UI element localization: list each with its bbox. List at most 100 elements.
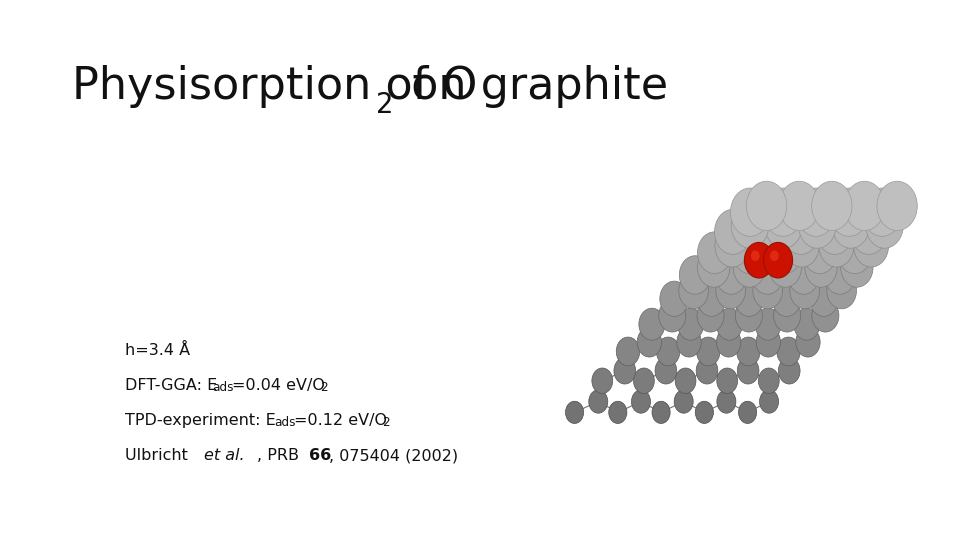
Text: on graphite: on graphite [397, 65, 668, 108]
Circle shape [616, 337, 639, 366]
Circle shape [779, 357, 800, 384]
Circle shape [744, 242, 774, 278]
Circle shape [637, 327, 661, 357]
Circle shape [759, 390, 779, 413]
Circle shape [758, 368, 780, 394]
Circle shape [750, 224, 784, 267]
Text: , 075404 (2002): , 075404 (2002) [328, 448, 458, 463]
Circle shape [747, 181, 787, 231]
Circle shape [774, 299, 801, 332]
Text: TPD-experiment: E: TPD-experiment: E [125, 413, 276, 428]
Circle shape [827, 273, 856, 309]
Circle shape [716, 308, 742, 340]
Circle shape [614, 357, 636, 384]
Circle shape [736, 337, 760, 366]
Circle shape [877, 181, 918, 231]
Circle shape [756, 327, 780, 357]
Circle shape [790, 273, 820, 309]
Text: =0.04 eV/O: =0.04 eV/O [232, 378, 325, 393]
Circle shape [769, 248, 802, 287]
Circle shape [794, 308, 820, 340]
Circle shape [809, 281, 838, 316]
Circle shape [716, 327, 741, 357]
Circle shape [638, 308, 665, 340]
Circle shape [829, 188, 869, 237]
Circle shape [780, 181, 820, 231]
Circle shape [752, 256, 783, 294]
Circle shape [788, 256, 820, 294]
Text: 66: 66 [309, 448, 331, 463]
Circle shape [845, 181, 885, 231]
Circle shape [824, 256, 855, 294]
Circle shape [697, 337, 720, 366]
Circle shape [716, 273, 746, 309]
Text: Physisorption of O: Physisorption of O [72, 65, 477, 108]
Text: h=3.4 Å: h=3.4 Å [125, 343, 190, 358]
Circle shape [866, 202, 903, 248]
Circle shape [812, 299, 839, 332]
Circle shape [698, 232, 732, 274]
Circle shape [797, 188, 836, 237]
Circle shape [765, 202, 803, 248]
Circle shape [609, 401, 627, 423]
Circle shape [717, 390, 736, 413]
Circle shape [717, 368, 737, 394]
Circle shape [803, 232, 837, 274]
Circle shape [734, 281, 763, 316]
Circle shape [680, 256, 710, 294]
Circle shape [632, 390, 651, 413]
Text: et al.: et al. [204, 448, 245, 463]
Circle shape [777, 337, 801, 366]
Text: 2: 2 [376, 91, 394, 119]
Circle shape [714, 210, 752, 254]
Circle shape [678, 308, 704, 340]
Circle shape [819, 224, 854, 267]
Circle shape [796, 327, 820, 357]
Circle shape [763, 242, 793, 278]
Text: ads: ads [275, 416, 296, 429]
Circle shape [588, 390, 608, 413]
Circle shape [695, 401, 713, 423]
Text: Ulbricht: Ulbricht [125, 448, 193, 463]
Circle shape [698, 248, 730, 287]
Circle shape [565, 401, 584, 423]
Circle shape [715, 256, 747, 294]
Circle shape [660, 281, 688, 316]
Circle shape [737, 357, 759, 384]
Circle shape [732, 232, 767, 274]
Circle shape [770, 251, 779, 261]
Circle shape [731, 188, 770, 237]
Circle shape [804, 248, 837, 287]
Text: , PRB: , PRB [256, 448, 303, 463]
Circle shape [657, 337, 680, 366]
Circle shape [697, 281, 726, 316]
Circle shape [655, 357, 677, 384]
Circle shape [768, 232, 802, 274]
Circle shape [772, 281, 801, 316]
Circle shape [732, 202, 769, 248]
Text: =0.12 eV/O: =0.12 eV/O [294, 413, 387, 428]
Circle shape [755, 308, 781, 340]
Circle shape [659, 299, 685, 332]
Circle shape [784, 224, 819, 267]
Circle shape [675, 368, 696, 394]
Circle shape [812, 181, 852, 231]
Circle shape [696, 357, 718, 384]
Circle shape [832, 202, 870, 248]
Circle shape [841, 248, 873, 287]
Circle shape [749, 210, 785, 254]
Circle shape [652, 401, 670, 423]
Circle shape [592, 368, 612, 394]
Circle shape [753, 273, 782, 309]
Circle shape [738, 401, 756, 423]
Text: ads: ads [213, 381, 234, 394]
Circle shape [679, 273, 708, 309]
Circle shape [677, 327, 701, 357]
Circle shape [816, 210, 853, 254]
Circle shape [751, 251, 759, 261]
Circle shape [838, 232, 872, 274]
Circle shape [799, 202, 836, 248]
Circle shape [851, 210, 887, 254]
Circle shape [634, 368, 655, 394]
Text: 2: 2 [382, 416, 390, 429]
